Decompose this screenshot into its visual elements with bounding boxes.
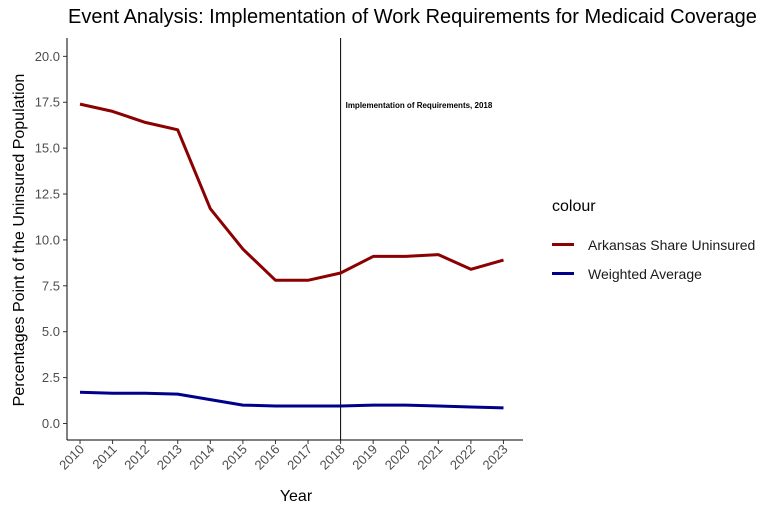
x-tick-label: 2015 bbox=[219, 442, 250, 473]
series-lines bbox=[79, 102, 504, 410]
y-tick-label: 17.5 bbox=[35, 95, 60, 110]
legend-item-arkansas: Arkansas Share Uninsured bbox=[552, 230, 755, 259]
y-tick-label: 2.5 bbox=[42, 370, 60, 385]
y-tick-label: 10.0 bbox=[35, 232, 60, 247]
y-tick-label: 5.0 bbox=[42, 324, 60, 339]
legend-label-weighted-average: Weighted Average bbox=[588, 265, 702, 282]
y-tick-label: 7.5 bbox=[42, 278, 60, 293]
y-tick-label: 12.5 bbox=[35, 187, 60, 202]
x-tick-label: 2022 bbox=[447, 442, 478, 473]
x-tick-label: 2016 bbox=[252, 442, 283, 473]
x-axis-title: Year bbox=[280, 488, 313, 505]
y-axis-title: Percentages Point of the Uninsured Popul… bbox=[11, 74, 28, 407]
legend-title: colour bbox=[552, 198, 596, 215]
series-line-weighted-average bbox=[79, 390, 504, 410]
legend-key-weighted-average bbox=[552, 272, 574, 275]
legend-key-arkansas bbox=[552, 243, 574, 246]
x-tick-label: 2020 bbox=[382, 442, 413, 473]
x-tick-labels: 2010 2011 2012 2013 2014 2015 2016 2017 2018 2019… bbox=[56, 440, 511, 473]
x-tick-label: 2014 bbox=[186, 442, 217, 473]
x-tick-label: 2023 bbox=[480, 442, 511, 473]
x-tick-label: 2012 bbox=[121, 442, 152, 473]
x-tick-label: 2019 bbox=[349, 442, 380, 473]
legend-item-weighted-average: Weighted Average bbox=[552, 259, 755, 288]
legend-label-arkansas: Arkansas Share Uninsured bbox=[588, 236, 756, 253]
series-line-arkansas bbox=[79, 102, 504, 282]
y-tick-label: 15.0 bbox=[35, 141, 60, 156]
x-tick-label: 2018 bbox=[317, 442, 348, 473]
vline-annotation: Implementation of Requirements, 2018 bbox=[346, 101, 493, 110]
legend: colour Arkansas Share Uninsured Weighted… bbox=[552, 198, 755, 288]
x-tick-label: 2011 bbox=[89, 442, 119, 472]
y-tick-labels: 0.0 2.5 5.0 7.5 10.0 12.5 15.0 17.5 20.0 bbox=[35, 49, 67, 431]
chart-title: Event Analysis: Implementation of Work R… bbox=[68, 6, 757, 28]
x-tick-label: 2021 bbox=[414, 442, 445, 473]
y-tick-label: 0.0 bbox=[42, 416, 60, 431]
x-tick-label: 2010 bbox=[56, 442, 87, 473]
y-tick-label: 20.0 bbox=[35, 49, 60, 64]
x-tick-label: 2013 bbox=[154, 442, 185, 473]
x-tick-label: 2017 bbox=[284, 442, 315, 473]
axes bbox=[66, 38, 523, 441]
